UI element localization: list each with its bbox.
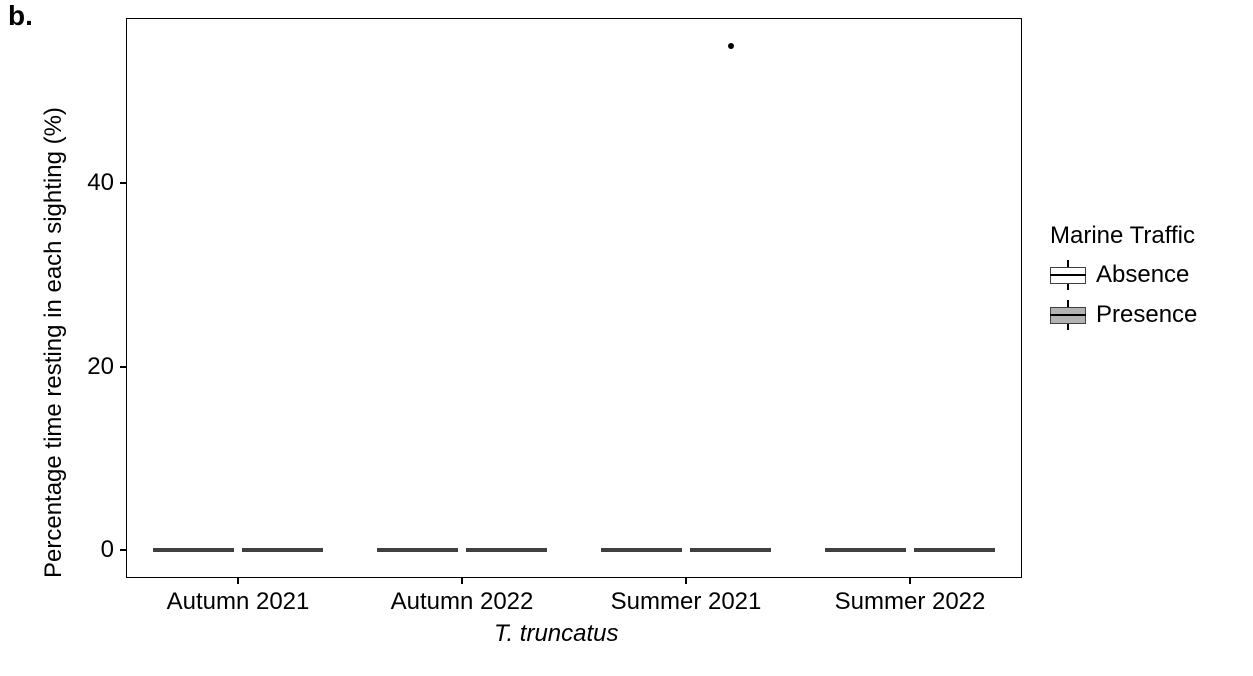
panel-letter: b.	[8, 0, 33, 32]
y-tick-mark	[120, 549, 126, 551]
x-tick-mark	[461, 578, 463, 584]
legend-key-median	[1050, 274, 1086, 276]
boxplot-box	[153, 548, 234, 552]
boxplot-box	[825, 548, 906, 552]
legend-title: Marine Traffic	[1050, 222, 1197, 250]
boxplot-box	[914, 548, 995, 552]
legend-key-median	[1050, 314, 1086, 316]
x-tick-mark	[909, 578, 911, 584]
boxplot-box	[242, 548, 323, 552]
legend-item: Presence	[1050, 300, 1197, 330]
boxplot-box	[601, 548, 682, 552]
legend-label: Absence	[1096, 261, 1189, 289]
y-tick-label: 0	[60, 536, 114, 564]
y-tick-label: 20	[60, 353, 114, 381]
x-tick-label: Autumn 2021	[138, 588, 338, 616]
boxplot-box	[466, 548, 547, 552]
plot-panel	[126, 18, 1022, 578]
y-tick-mark	[120, 182, 126, 184]
y-tick-mark	[120, 366, 126, 368]
legend-label: Presence	[1096, 301, 1197, 329]
x-tick-label: Summer 2022	[810, 588, 1010, 616]
boxplot-box	[690, 548, 771, 552]
legend-item: Absence	[1050, 260, 1197, 290]
x-tick-label: Autumn 2022	[362, 588, 562, 616]
legend-key	[1050, 300, 1086, 330]
x-tick-mark	[685, 578, 687, 584]
legend-key	[1050, 260, 1086, 290]
x-tick-label: Summer 2021	[586, 588, 786, 616]
boxplot-box	[377, 548, 458, 552]
x-axis-label: T. truncatus	[494, 620, 619, 648]
x-tick-mark	[237, 578, 239, 584]
outlier-point	[728, 43, 734, 49]
y-tick-label: 40	[60, 169, 114, 197]
legend: Marine Traffic Absence Presence	[1050, 222, 1197, 330]
